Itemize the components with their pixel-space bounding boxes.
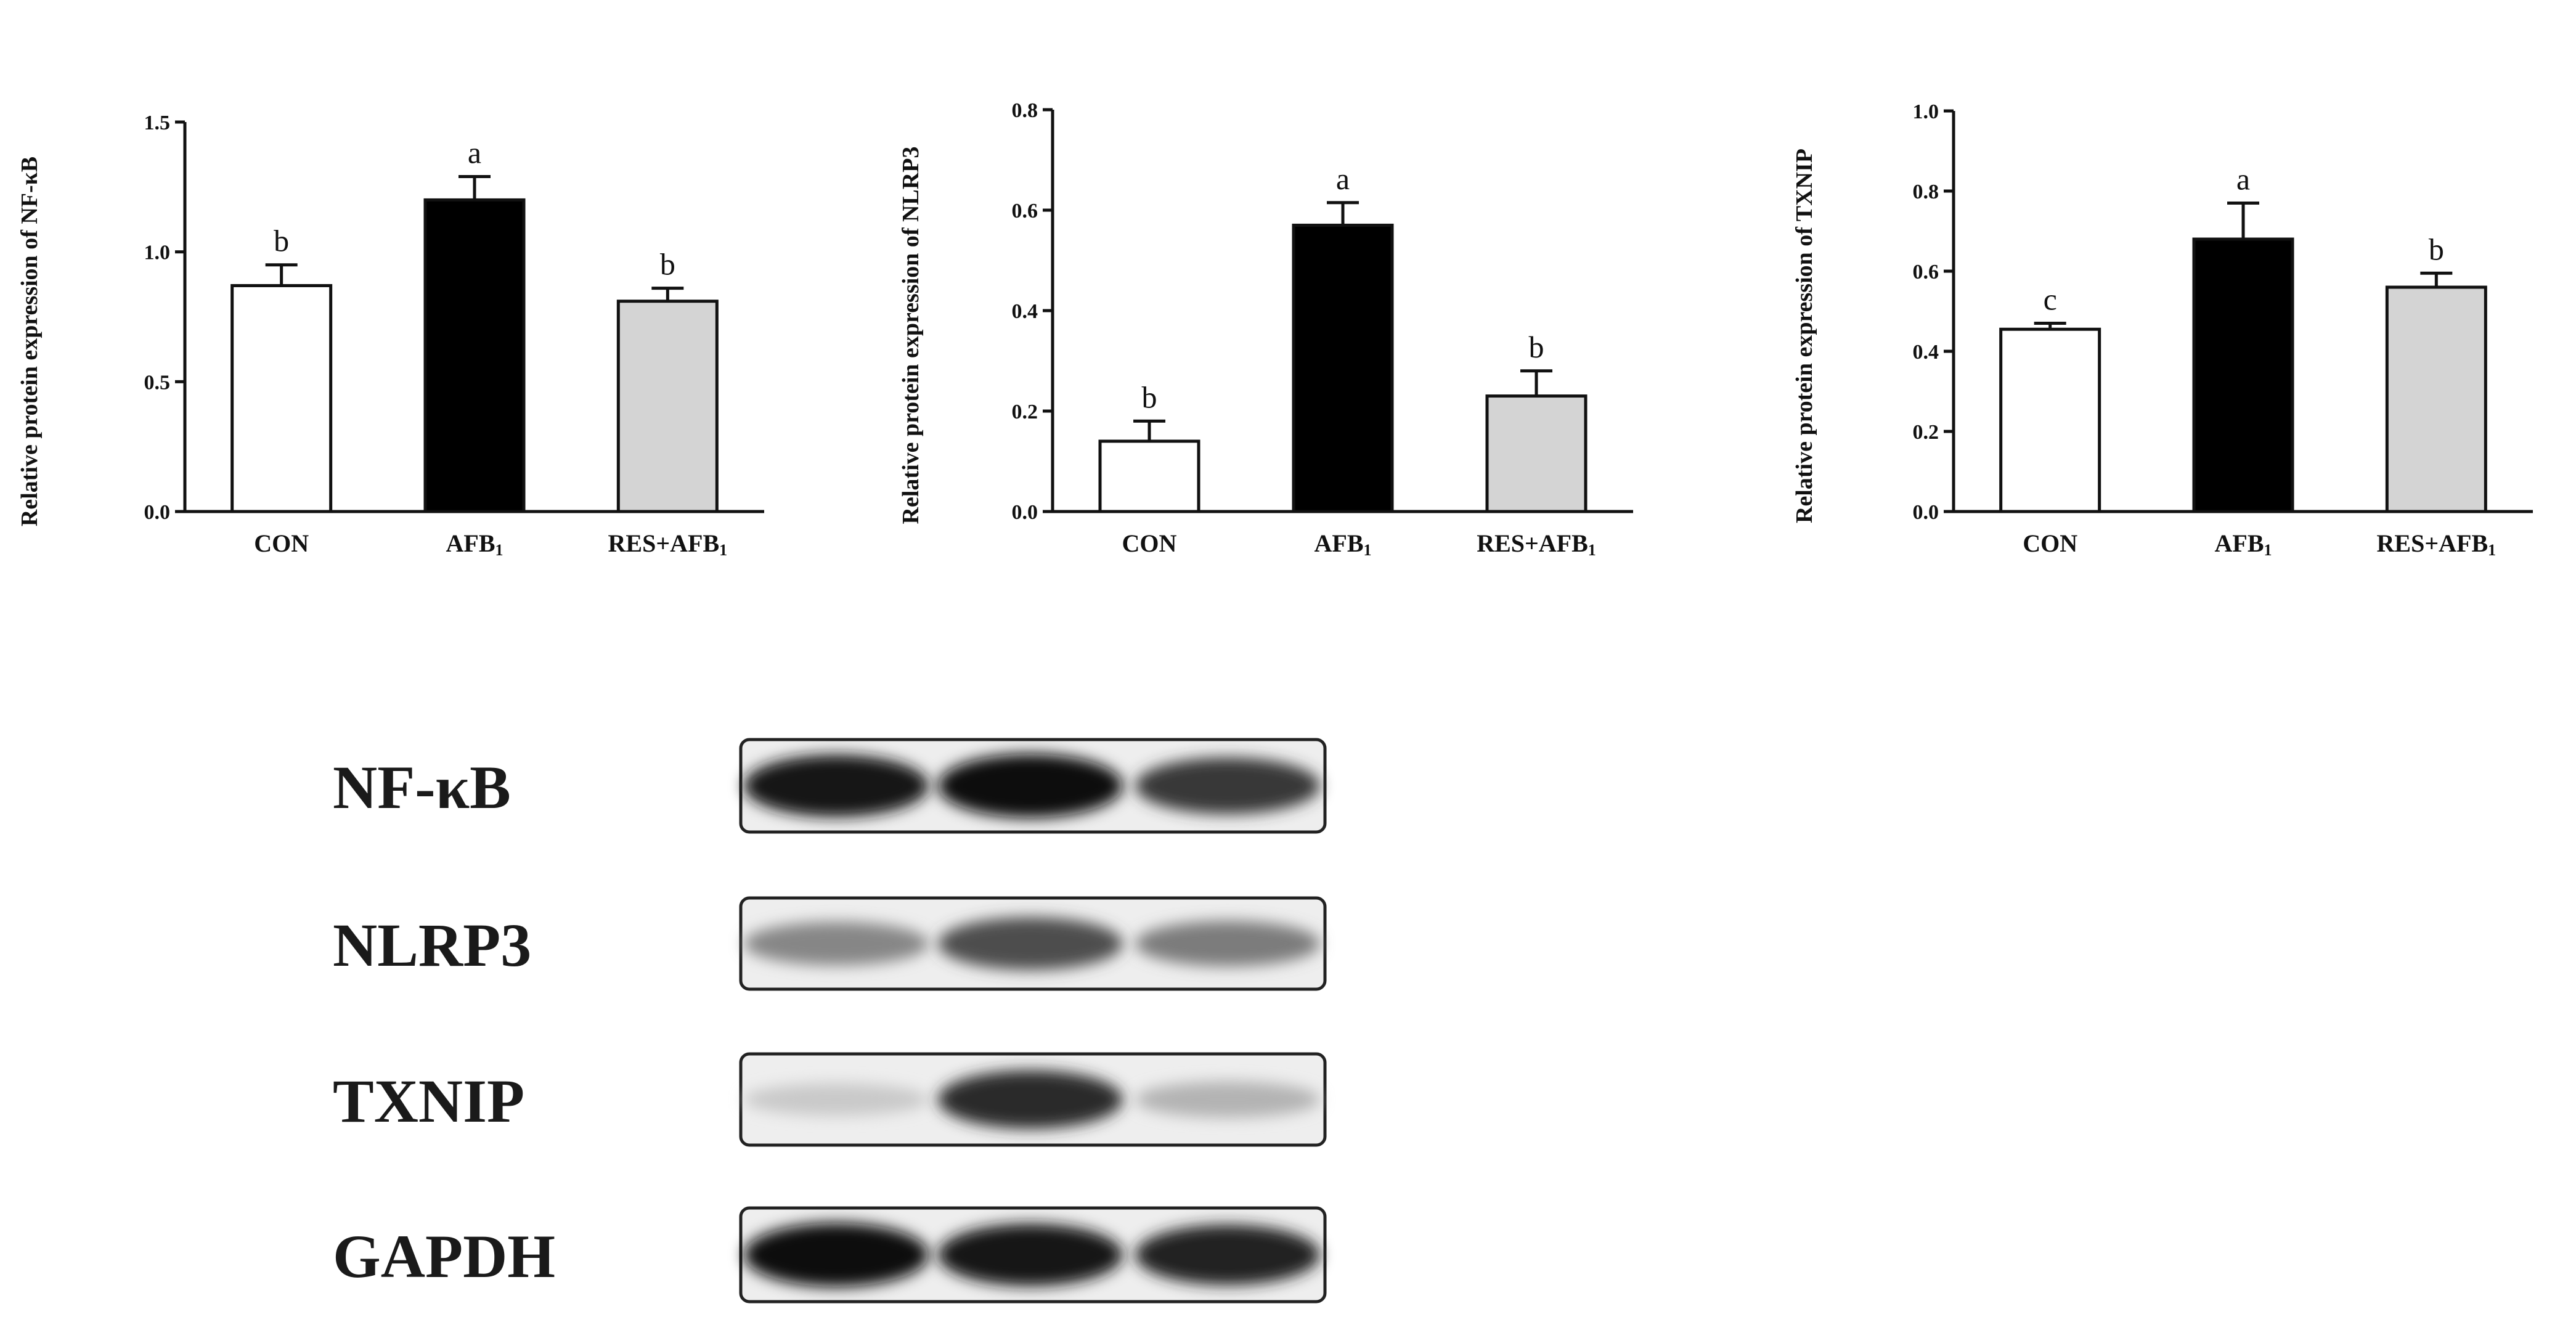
- bar-2: [1292, 223, 1394, 513]
- y-tick-label: 0.6: [1012, 200, 1038, 222]
- significance-letter: a: [2236, 162, 2250, 197]
- x-tick-label: CON: [1122, 529, 1177, 557]
- significance-letter: b: [2429, 232, 2444, 266]
- y-tick-label: 0.0: [144, 501, 171, 524]
- blot-band: [938, 754, 1123, 818]
- blot-band: [938, 917, 1123, 970]
- x-tick-label: AFB1: [2215, 529, 2272, 559]
- blot-band: [744, 1223, 929, 1287]
- y-tick-label: 1.5: [144, 112, 171, 134]
- significance-letter: a: [468, 135, 481, 169]
- blot-band: [1135, 1225, 1320, 1285]
- blot-label: NLRP3: [333, 911, 531, 979]
- blot-band: [1135, 1081, 1320, 1118]
- blot-band: [938, 1070, 1123, 1129]
- blot-row-4: GAPDH: [333, 1206, 1327, 1304]
- y-axis-title: Relative protein expression of NLRP3: [898, 147, 924, 524]
- x-tick-label: RES+AFB1: [608, 529, 728, 559]
- x-tick-label: AFB1: [446, 529, 503, 559]
- bar-1: [1098, 439, 1200, 513]
- y-tick-label: 0.2: [1913, 421, 1939, 444]
- significance-letter: a: [1336, 161, 1350, 196]
- y-tick-label: 1.0: [144, 242, 171, 264]
- blot-band: [1135, 757, 1320, 814]
- y-tick-label: 1.0: [1913, 100, 1939, 123]
- blot-band: [744, 1083, 929, 1116]
- blot-band: [1135, 921, 1320, 966]
- bar-1: [230, 284, 333, 513]
- y-axis-title: Relative protein expression of NF-κB: [17, 157, 43, 526]
- x-tick-label: AFB1: [1314, 529, 1372, 559]
- chart-3: 0.0 0.2 0.4 0.6 0.8 1.0 Relative protein expre…: [1791, 100, 2533, 559]
- chart-1: 0.0 0.5 1.0 1.5 Relative protein expression …: [17, 112, 764, 559]
- bar-2: [423, 198, 526, 513]
- blot-row-2: NLRP3: [333, 896, 1327, 991]
- x-tick-label: CON: [254, 529, 309, 557]
- y-tick-label: 0.5: [144, 371, 171, 394]
- y-axis-title: Relative protein expression of TXNIP: [1791, 149, 1817, 523]
- chart-2: 0.0 0.2 0.4 0.6 0.8 Relative protein expressi…: [898, 99, 1633, 559]
- blot-label: GAPDH: [333, 1222, 555, 1291]
- y-tick-label: 0.8: [1012, 99, 1038, 122]
- y-tick-label: 0.8: [1913, 181, 1939, 203]
- significance-letter: c: [2044, 282, 2057, 317]
- significance-letter: b: [660, 247, 675, 282]
- bar-3: [2385, 285, 2487, 513]
- bar-3: [616, 300, 719, 513]
- bar-1: [1999, 327, 2101, 513]
- y-tick-label: 0.2: [1012, 401, 1038, 423]
- significance-letter: b: [1142, 380, 1157, 414]
- blot-row-3: TXNIP: [333, 1052, 1327, 1147]
- x-tick-label: RES+AFB1: [2377, 529, 2497, 559]
- bar-3: [1485, 394, 1588, 513]
- y-tick-label: 0.0: [1913, 501, 1939, 524]
- blot-band: [938, 1223, 1123, 1286]
- significance-letter: b: [274, 224, 289, 258]
- blot-label: NF-κB: [333, 753, 511, 822]
- blot-label: TXNIP: [333, 1067, 524, 1135]
- blot-band: [744, 754, 929, 817]
- x-tick-label: CON: [2023, 529, 2077, 557]
- y-tick-label: 0.6: [1913, 261, 1939, 284]
- x-tick-label: RES+AFB1: [1477, 529, 1596, 559]
- bar-2: [2192, 237, 2294, 513]
- y-tick-label: 0.0: [1012, 501, 1038, 524]
- significance-letter: b: [1529, 330, 1544, 364]
- blot-row-1: NF-κB: [333, 738, 1327, 834]
- y-tick-label: 0.4: [1012, 300, 1038, 323]
- blot-band: [744, 921, 929, 966]
- y-tick-label: 0.4: [1913, 341, 1939, 364]
